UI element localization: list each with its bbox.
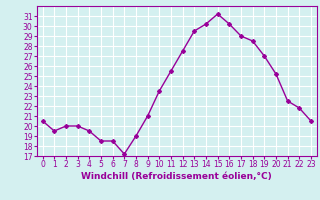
X-axis label: Windchill (Refroidissement éolien,°C): Windchill (Refroidissement éolien,°C) (81, 172, 272, 181)
